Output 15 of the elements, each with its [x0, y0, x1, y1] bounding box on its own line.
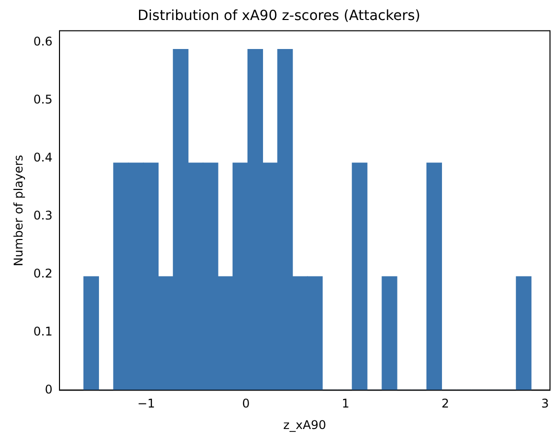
x-tick-label: 3	[541, 396, 549, 411]
chart-title: Distribution of xA90 z-scores (Attackers)	[138, 8, 420, 24]
y-tick-label: 0.6	[33, 34, 52, 49]
y-tick-label: 0.3	[33, 208, 52, 222]
y-tick-label: 0.5	[33, 92, 52, 106]
y-tick-label: 0.1	[33, 324, 52, 338]
x-tick-label: 1	[342, 396, 350, 411]
x-tick-label: −1	[137, 396, 156, 411]
y-tick-label: 0	[44, 382, 52, 396]
y-tick-label: 0.4	[33, 150, 52, 164]
y-axis-title: Number of players	[11, 154, 26, 266]
x-axis-title: z_xA90	[283, 418, 326, 432]
x-tick-label: 2	[441, 396, 450, 411]
y-tick-label: 0.2	[33, 266, 52, 280]
x-tick-label: 0	[242, 396, 250, 411]
